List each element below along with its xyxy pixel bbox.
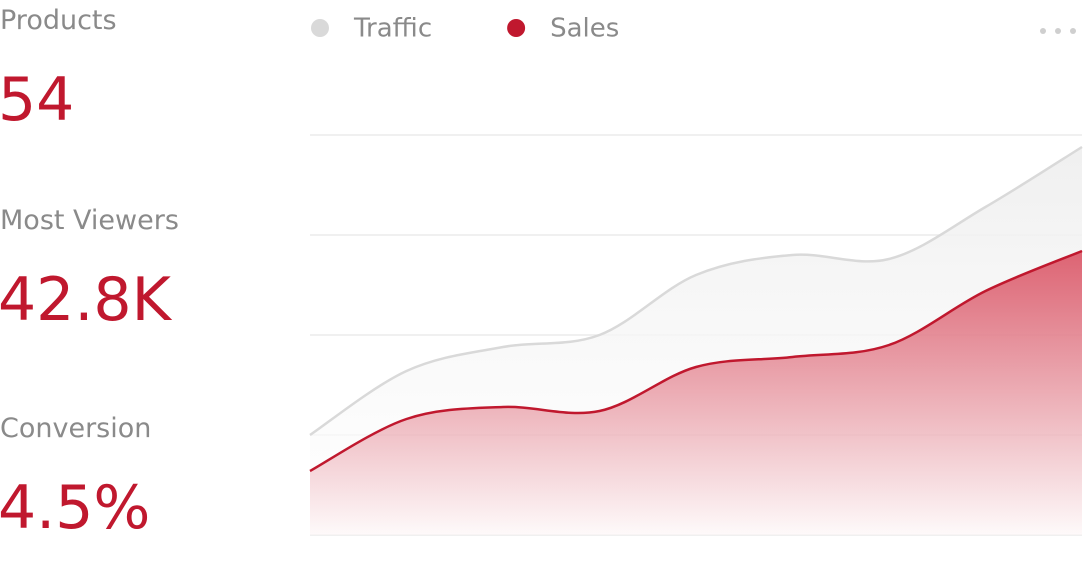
stat-label: Conversion bbox=[0, 413, 151, 444]
legend-marker bbox=[507, 19, 526, 37]
area-line bbox=[309, 249, 1083, 473]
stat-value: 42.8K bbox=[0, 265, 173, 335]
area-line bbox=[309, 145, 1083, 437]
legend-label: Sales bbox=[550, 14, 619, 44]
stat-label: Products bbox=[0, 5, 117, 36]
legend-marker bbox=[311, 19, 329, 37]
more-menu[interactable] bbox=[1040, 28, 1076, 34]
area-fill bbox=[310, 251, 1082, 535]
stat-value: 4.5% bbox=[0, 473, 150, 543]
stat-label: Most Viewers bbox=[0, 205, 179, 236]
legend-label: Traffic bbox=[353, 14, 432, 44]
stat-value: 54 bbox=[0, 65, 74, 135]
